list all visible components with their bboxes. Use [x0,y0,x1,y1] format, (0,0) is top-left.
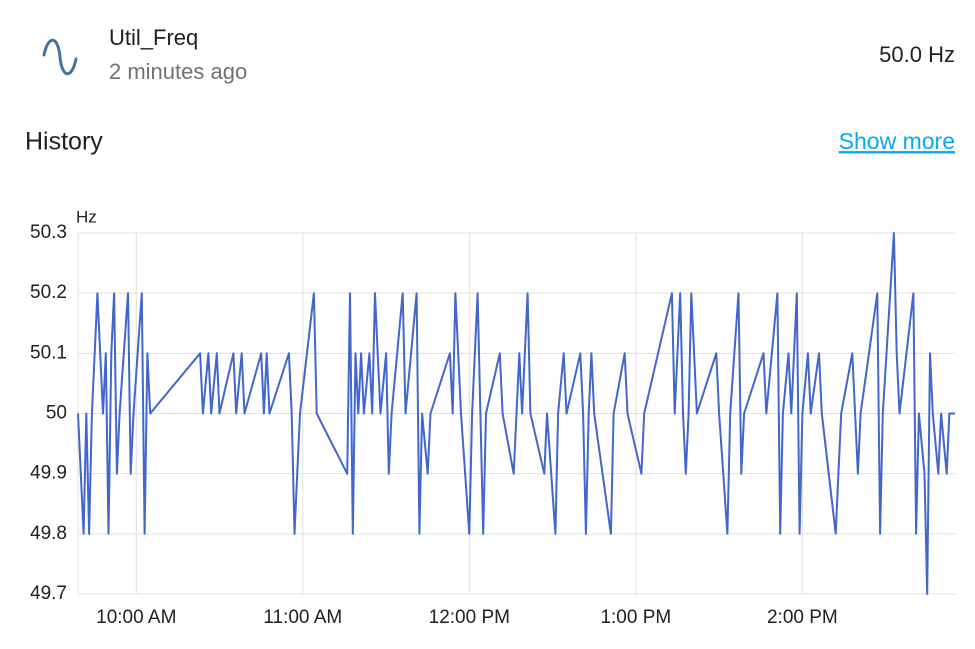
history-title: History [25,128,103,156]
y-tick-label: 49.8 [30,523,67,544]
entity-state: 50.0 Hz [879,42,955,67]
show-more-link[interactable]: Show more [839,128,955,154]
entity-icon [42,38,78,76]
y-axis-unit: Hz [76,207,97,226]
entity-name: Util_Freq [109,25,198,50]
chart: 50.3 50.2 50.1 50 49.9 49.8 49.7 10:00 AM 11:00 … [30,222,955,628]
y-tick-label: 49.7 [30,583,67,604]
x-tick-label: 2:00 PM [767,607,838,628]
data-line [77,232,955,595]
x-tick-label: 10:00 AM [96,607,176,628]
last-changed: 2 minutes ago [109,59,247,84]
x-tick-label: 11:00 AM [263,607,342,628]
y-tick-label: 50.3 [30,222,67,243]
y-tick-label: 50.2 [30,282,67,303]
x-tick-label: 12:00 PM [429,607,510,628]
y-tick-label: 49.9 [30,463,67,484]
y-tick-label: 50 [46,403,67,424]
x-tick-label: 1:00 PM [600,607,671,628]
y-tick-label: 50.1 [30,342,67,363]
